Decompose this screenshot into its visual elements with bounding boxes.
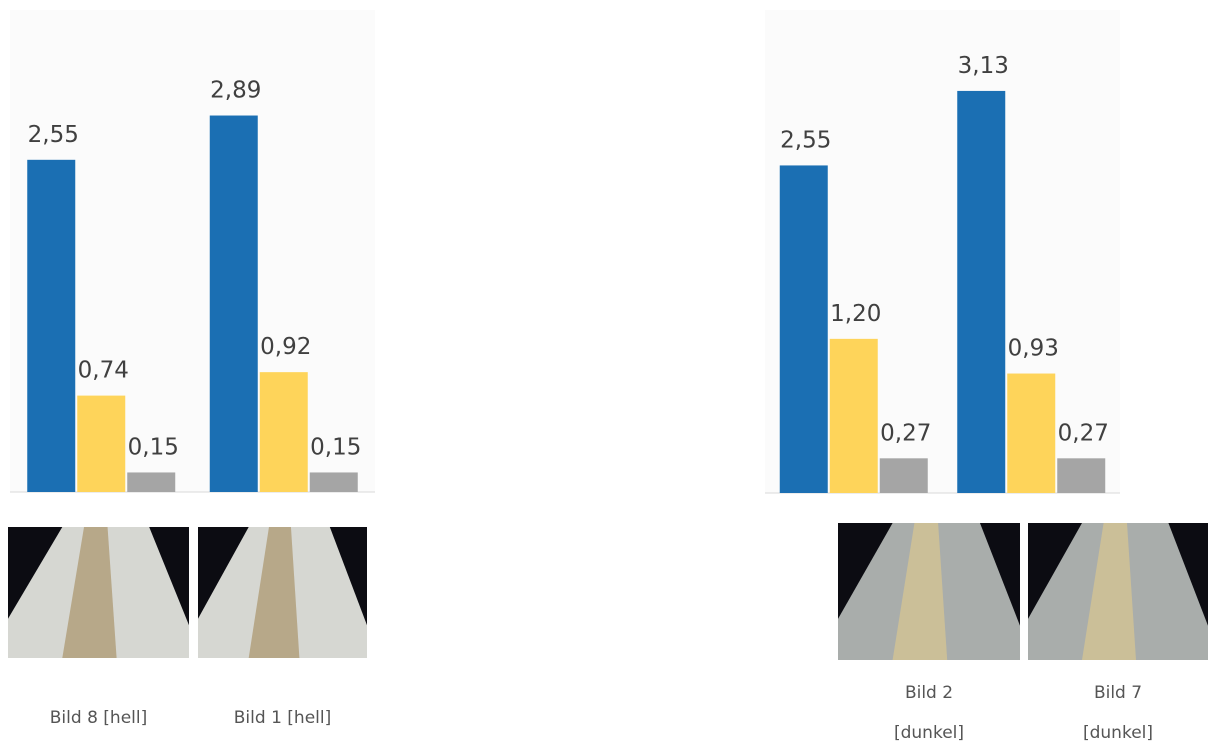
category-label: Bild 8 [hell] bbox=[49, 708, 148, 728]
bar bbox=[879, 458, 928, 493]
value-label: 2,55 bbox=[780, 127, 831, 153]
category-label: Bild 7 [dunkel] bbox=[1082, 683, 1154, 743]
bar bbox=[309, 472, 358, 492]
bar bbox=[127, 472, 176, 492]
value-label: 2,89 bbox=[210, 78, 261, 104]
photo-stripe bbox=[1082, 523, 1136, 660]
value-label: 0,15 bbox=[310, 434, 361, 460]
bar bbox=[779, 165, 828, 493]
bar bbox=[957, 90, 1006, 493]
value-label: 0,27 bbox=[880, 420, 931, 446]
category-label: Bild 2 [dunkel] bbox=[893, 683, 965, 743]
bar bbox=[829, 338, 878, 493]
value-label: 0,15 bbox=[128, 434, 179, 460]
value-label: 3,13 bbox=[958, 53, 1009, 79]
photo-stripe bbox=[248, 527, 300, 658]
value-label: 1,20 bbox=[830, 301, 881, 327]
value-label: 0,74 bbox=[78, 358, 129, 384]
photo-stripe bbox=[62, 527, 117, 658]
value-label: 2,55 bbox=[28, 122, 79, 148]
bar bbox=[77, 395, 126, 492]
value-label: 0,92 bbox=[260, 334, 311, 360]
value-label: 0,27 bbox=[1058, 420, 1109, 446]
photo-stripe bbox=[892, 523, 948, 660]
bar bbox=[27, 159, 76, 493]
bar bbox=[259, 372, 308, 492]
value-label: 0,93 bbox=[1008, 336, 1059, 362]
bar bbox=[209, 115, 258, 492]
bar bbox=[1057, 458, 1106, 493]
category-label: Bild 1 [hell] bbox=[233, 708, 332, 728]
bar bbox=[1007, 373, 1056, 493]
